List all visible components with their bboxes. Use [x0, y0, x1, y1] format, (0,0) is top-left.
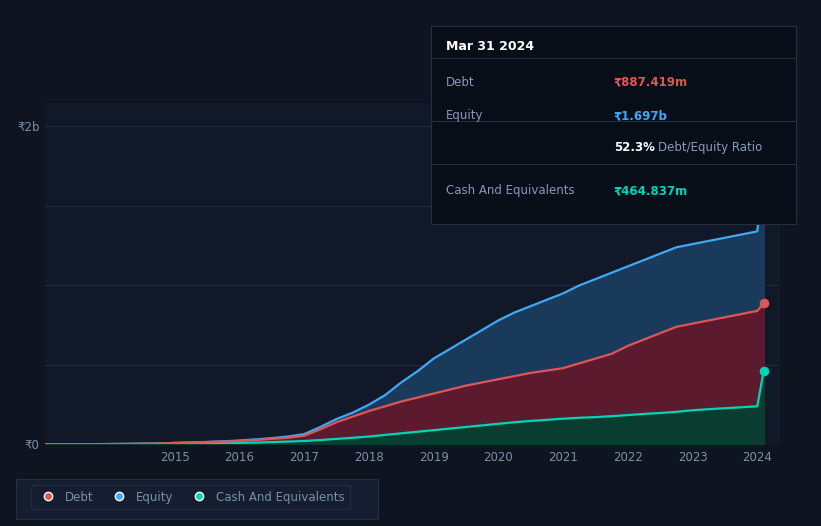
Text: 52.3%: 52.3%: [614, 141, 654, 154]
Text: ₹887.419m: ₹887.419m: [614, 76, 688, 88]
Text: ₹464.837m: ₹464.837m: [614, 184, 688, 197]
Text: Equity: Equity: [446, 109, 483, 122]
Legend: Debt, Equity, Cash And Equivalents: Debt, Equity, Cash And Equivalents: [30, 484, 351, 510]
Text: Mar 31 2024: Mar 31 2024: [446, 40, 534, 53]
Point: [757, 366, 770, 375]
Text: ₹1.697b: ₹1.697b: [614, 109, 667, 122]
Text: Debt/Equity Ratio: Debt/Equity Ratio: [658, 141, 762, 154]
Text: Cash And Equivalents: Cash And Equivalents: [446, 184, 574, 197]
Point: [757, 299, 770, 308]
Point: [757, 170, 770, 179]
FancyBboxPatch shape: [16, 479, 378, 519]
Text: Debt: Debt: [446, 76, 475, 88]
